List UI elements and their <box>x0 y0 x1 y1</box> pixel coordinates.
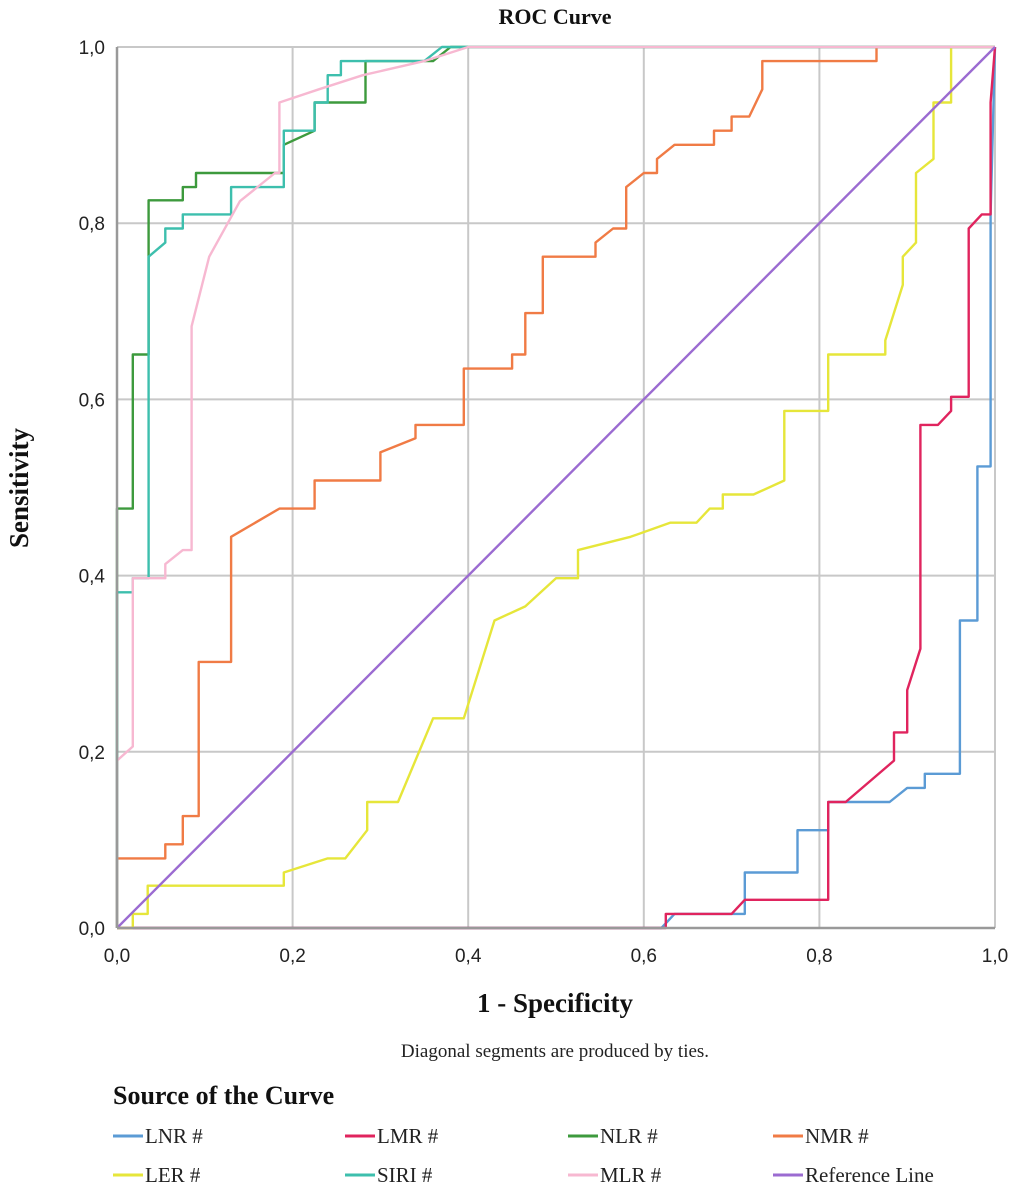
legend-item: NLR # <box>568 1124 658 1148</box>
y-tick-label: 0,0 <box>79 919 105 940</box>
series-lines <box>115 45 997 930</box>
legend-label: LER # <box>145 1163 201 1187</box>
legend-label: SIRI # <box>377 1163 433 1187</box>
legend: LNR # LMR # NLR # NMR # LER # SIRI # MLR # Refe… <box>113 1124 934 1187</box>
ties-note: Diagonal segments are produced by ties. <box>401 1041 709 1062</box>
series-line-ler <box>117 45 995 930</box>
x-tick-label: 0,0 <box>104 946 130 967</box>
legend-label: LMR # <box>377 1124 439 1148</box>
legend-label: NLR # <box>600 1124 658 1148</box>
series-line-mlr <box>115 45 995 928</box>
x-tick-label: 0,4 <box>455 946 482 967</box>
series-line-reference-line <box>116 46 996 929</box>
y-tick-label: 1,0 <box>79 38 105 59</box>
y-tick-labels: 0,0 0,2 0,4 0,6 0,8 1,0 <box>79 38 106 940</box>
plot-frame <box>115 47 995 930</box>
series-line-lnr <box>117 46 997 930</box>
legend-label: Reference Line <box>805 1163 934 1187</box>
legend-title: Source of the Curve <box>113 1081 334 1110</box>
legend-item: LMR # <box>345 1124 439 1148</box>
y-tick-label: 0,8 <box>79 214 105 235</box>
legend-label: MLR # <box>600 1163 662 1187</box>
y-tick-label: 0,4 <box>79 567 106 588</box>
x-tick-label: 1,0 <box>982 946 1008 967</box>
chart-title: ROC Curve <box>498 4 611 29</box>
x-axis-label: 1 - Specificity <box>477 988 633 1018</box>
legend-label: NMR # <box>805 1124 869 1148</box>
legend-label: LNR # <box>145 1124 203 1148</box>
x-tick-label: 0,8 <box>806 946 832 967</box>
legend-item: SIRI # <box>345 1163 433 1187</box>
x-tick-label: 0,2 <box>279 946 305 967</box>
legend-item: Reference Line <box>773 1163 934 1187</box>
legend-item: LER # <box>113 1163 201 1187</box>
y-axis-label: Sensitivity <box>4 427 34 548</box>
series-line-lmr <box>117 46 997 930</box>
y-tick-label: 0,6 <box>79 390 105 411</box>
legend-item: LNR # <box>113 1124 203 1148</box>
x-tick-label: 0,6 <box>631 946 657 967</box>
legend-item: NMR # <box>773 1124 869 1148</box>
grid <box>116 46 996 929</box>
legend-item: MLR # <box>568 1163 662 1187</box>
x-tick-labels: 0,0 0,2 0,4 0,6 0,8 1,0 <box>104 946 1008 967</box>
y-tick-label: 0,2 <box>79 743 105 764</box>
series-line-nmr <box>115 45 995 928</box>
